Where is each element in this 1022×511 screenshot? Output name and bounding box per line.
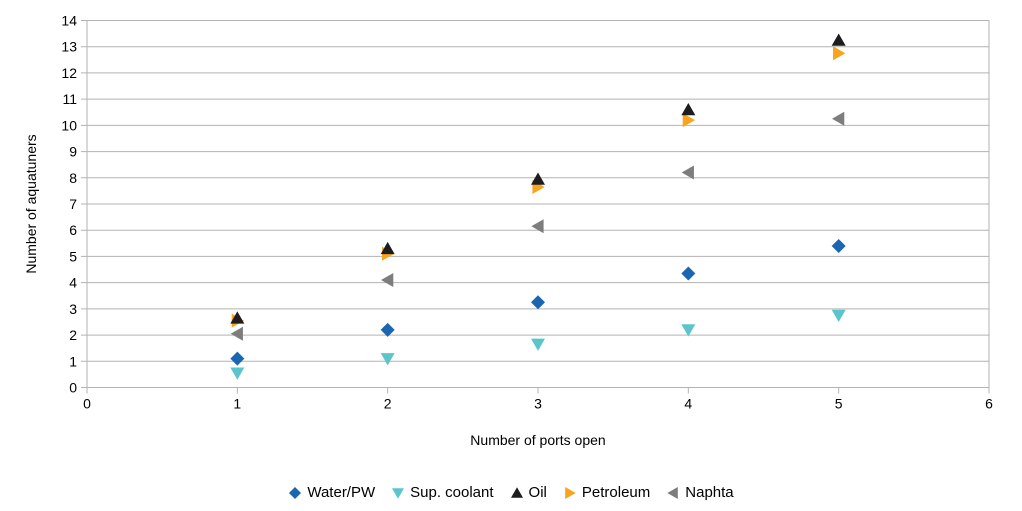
y-tick-label: 7 [69,196,77,212]
y-tick-label: 5 [69,248,77,264]
data-point-oil-icon [230,311,245,324]
legend-item-naphta: Naphta [666,484,734,501]
petroleum-marker-shape [565,486,576,499]
data-point-sup-coolant-icon [230,367,245,380]
legend-label: Oil [528,484,547,501]
x-tick-label: 1 [233,396,241,412]
legend-item-petroleum: Petroleum [563,484,650,501]
legend: Water/PW Sup. coolant Oil Petroleum Naphta [0,484,1022,501]
series-sup-coolant [230,309,846,380]
x-tick-label: 2 [384,396,392,412]
water-pw-marker-icon [289,486,302,499]
data-point-petroleum-icon [682,113,695,128]
data-point-sup-coolant-icon [531,338,545,351]
data-point-water-pw-icon [380,322,395,337]
data-point-naphta-icon [531,219,544,234]
data-point-oil-icon [380,241,395,255]
y-tick-label: 10 [61,117,77,133]
x-axis-title: Number of ports open [470,432,606,448]
data-point-oil-icon [681,102,696,116]
legend-item-sup-coolant: Sup. coolant [391,484,494,501]
data-point-sup-coolant-icon [831,309,846,323]
oil-marker-shape [510,486,523,498]
legend-label: Sup. coolant [410,484,494,501]
water-pw-marker-shape [289,486,302,499]
y-tick-label: 13 [61,39,77,55]
data-point-water-pw-icon [230,351,245,366]
x-tick-label: 0 [83,396,91,412]
x-tick-label: 5 [835,396,843,412]
sup-coolant-marker-shape [392,487,405,499]
x-tick-label: 3 [534,396,542,412]
y-tick-label: 11 [62,91,77,107]
y-tick-label: 2 [69,327,77,343]
y-tick-label: 12 [61,65,77,81]
x-tick-label: 4 [684,396,692,412]
legend-label: Water/PW [307,484,376,501]
petroleum-marker-icon [565,486,576,499]
legend-label: Petroleum [581,484,651,501]
data-point-water-pw-icon [531,295,545,310]
y-tick-label: 6 [69,222,77,238]
data-point-petroleum-icon [833,46,846,61]
legend-item-water-pw: Water/PW [288,484,375,501]
oil-marker-icon [510,486,523,498]
y-tick-label: 3 [69,301,77,317]
sup-coolant-marker-icon [392,487,405,499]
naphta-marker-icon [667,486,679,499]
y-tick-label: 14 [61,13,77,29]
data-point-naphta-icon [832,111,845,126]
y-tick-label: 0 [69,380,77,396]
y-tick-label: 8 [69,170,77,186]
series-petroleum [231,46,846,328]
data-point-naphta-icon [381,273,394,288]
legend-label: Naphta [685,484,734,501]
data-point-oil-icon [831,33,846,46]
data-point-oil-icon [531,172,545,185]
data-point-water-pw-icon [681,266,696,281]
y-tick-label: 1 [69,353,77,369]
data-point-water-pw-icon [831,238,846,253]
data-point-sup-coolant-icon [681,324,696,337]
naphta-marker-shape [667,486,679,499]
data-point-naphta-icon [230,326,243,341]
y-axis-title: Number of aquatuners [23,134,39,274]
series-naphta [230,111,845,341]
series-water-pw [230,238,846,366]
y-tick-label: 4 [69,275,77,291]
data-point-naphta-icon [681,165,694,180]
x-tick-label: 6 [985,396,993,412]
series-oil [230,33,846,324]
y-tick-label: 9 [69,144,77,160]
data-point-sup-coolant-icon [380,353,395,366]
legend-item-oil: Oil [510,484,547,501]
